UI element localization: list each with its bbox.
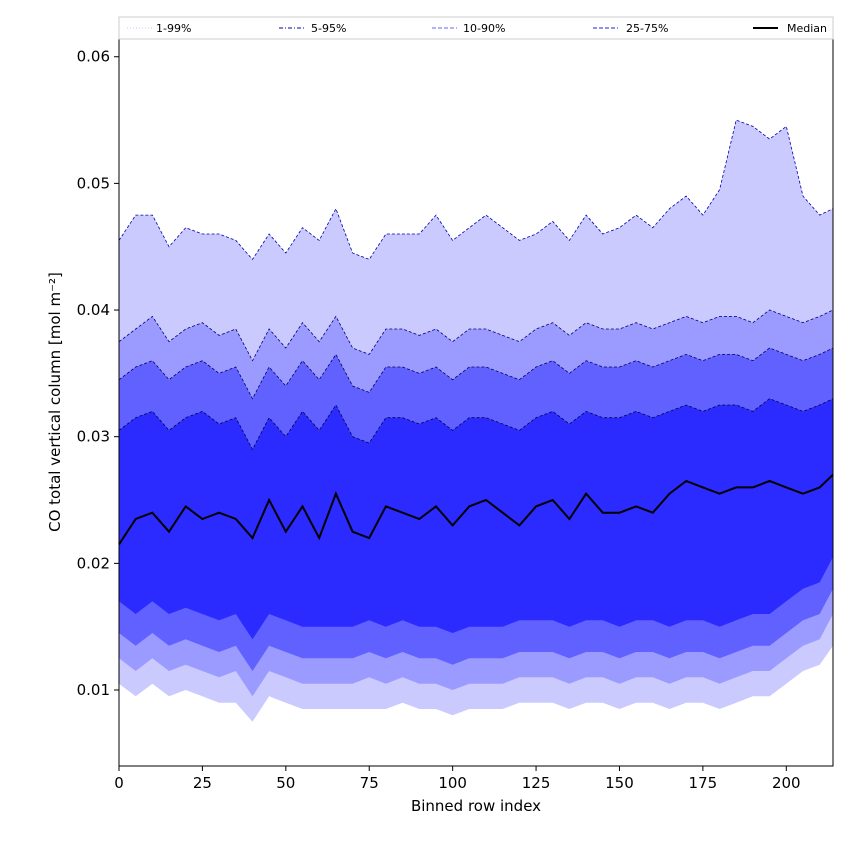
band-25-75% [119, 398, 833, 640]
x-tick-label-75: 75 [360, 774, 379, 792]
legend-box [118, 16, 834, 40]
x-tick-label-100: 100 [438, 774, 467, 792]
y-tick-label-5: 0.06 [77, 48, 110, 66]
series-line-median [118, 473, 834, 545]
legend-label-3: 25-75% [626, 22, 668, 35]
band-upper-edge-10-90% [118, 347, 834, 400]
x-tick-label-175: 175 [689, 774, 718, 792]
band-upper-edge-5-95% [118, 309, 834, 362]
legend-label-4: Median [787, 22, 827, 35]
x-tick-label-25: 25 [193, 774, 212, 792]
y-tick-label-1: 0.02 [77, 554, 110, 572]
x-tick-label-0: 0 [114, 774, 124, 792]
x-tick-label-200: 200 [772, 774, 801, 792]
band-upper-edge-1-99% [118, 119, 834, 261]
legend: 1-99% 5-95% 10-90% 25-75% Median [118, 16, 834, 40]
x-tick-label-50: 50 [276, 774, 295, 792]
y-tick-label-4: 0.05 [77, 174, 110, 192]
y-tick-label-2: 0.03 [77, 428, 110, 446]
x-axis: 0 25 50 75 100 125 150 175 200 [114, 766, 801, 792]
legend-label-2: 10-90% [463, 22, 505, 35]
x-axis-label: Binned row index [411, 797, 541, 815]
x-tick-label-150: 150 [605, 774, 634, 792]
legend-label-0: 1-99% [156, 22, 191, 35]
y-tick-label-0: 0.01 [77, 681, 110, 699]
x-tick-label-125: 125 [522, 774, 551, 792]
band-upper-edge-25-75% [118, 398, 834, 451]
y-axis: 0.01 0.02 0.03 0.04 0.05 0.06 [77, 48, 119, 699]
legend-label-1: 5-95% [311, 22, 346, 35]
y-axis-label: CO total vertical column [mol m⁻²] [46, 272, 64, 532]
median-layer [118, 473, 834, 545]
y-tick-label-3: 0.04 [77, 301, 110, 319]
